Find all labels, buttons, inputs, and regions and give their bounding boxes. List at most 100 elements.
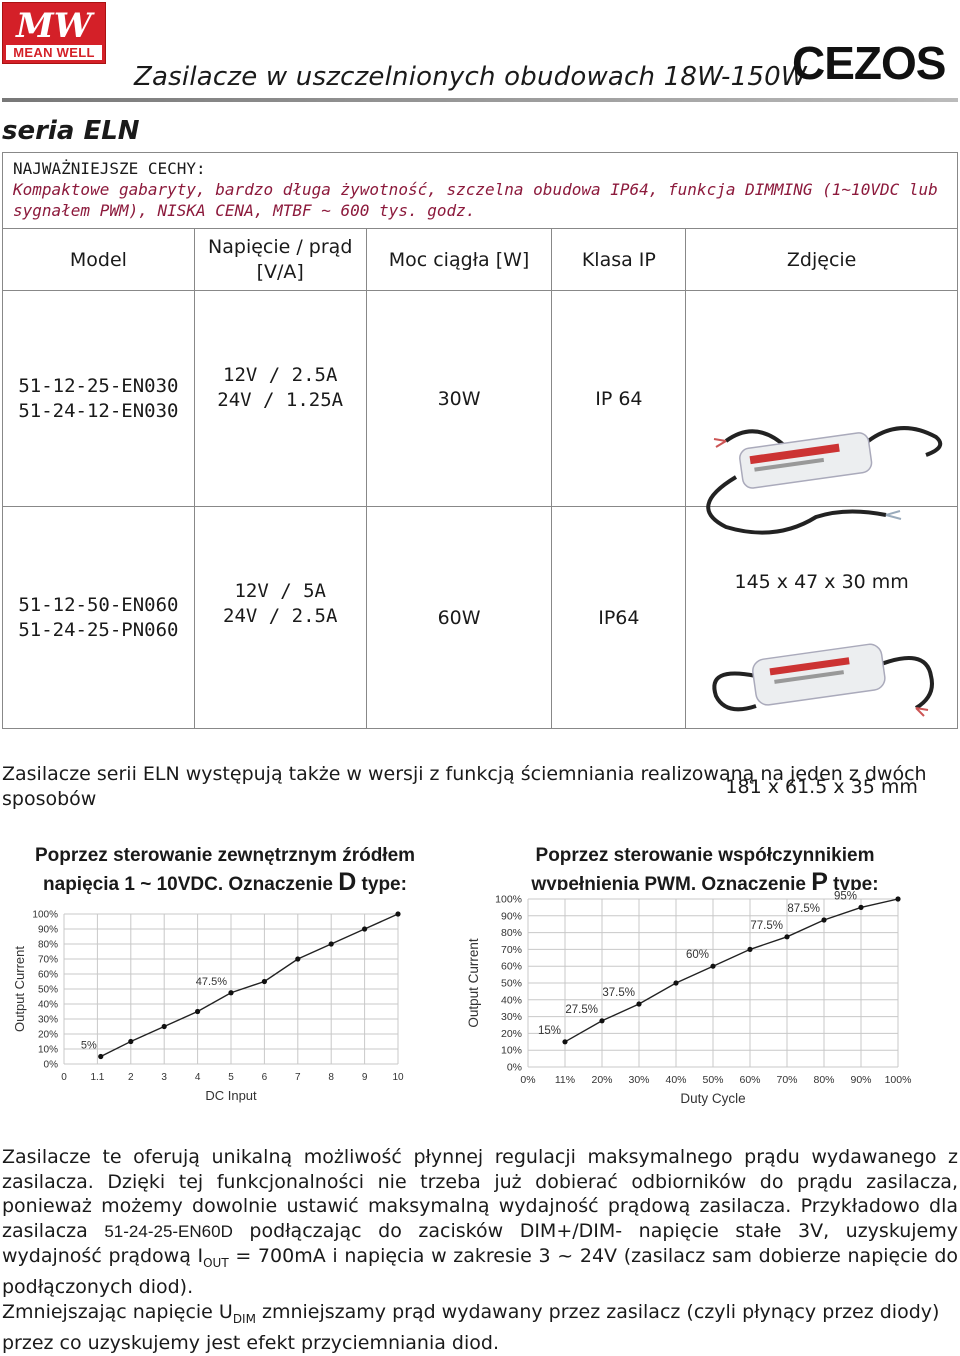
x-tick-label: 80%: [813, 1074, 834, 1086]
y-tick-label: 70%: [501, 944, 522, 956]
y-axis-label: Output Current: [466, 938, 481, 1028]
dimming-intro: Zasilacze serii ELN występują także w we…: [2, 763, 927, 810]
x-tick-label: 4: [195, 1072, 201, 1083]
chart-left-header-letter: D: [338, 868, 357, 896]
ip-cell: IP 64: [551, 290, 687, 507]
chart-right-header-letter: P: [811, 868, 828, 891]
features-label: NAJWAŻNIEJSZE CECHY:: [13, 159, 206, 178]
chart-p-type: 0% 10% 20% 30% 40% 50% 60% 70% 80% 90% 100% 0% 11% 20…: [466, 890, 912, 1106]
table-header-row: Model Napięcie / prąd [V/A] Moc ciągła […: [2, 228, 958, 291]
y-tick-label: 10%: [501, 1045, 522, 1057]
paragraph-2: Zmniejszając napięcie UDIM zmniejszamy p…: [2, 1300, 958, 1356]
model-2: 51-24-25-PN060: [18, 618, 179, 641]
model-2: 51-24-12-EN030: [18, 399, 179, 422]
x-axis-label: Duty Cycle: [680, 1091, 745, 1106]
data-point: [747, 946, 753, 952]
data-point: [673, 980, 679, 986]
power-supply-image: [712, 643, 935, 717]
chart-d-type: 0% 10% 20% 30% 40% 50% 60% 70% 80% 90% 100% 0 1.1 2 3 4…: [12, 910, 404, 1104]
series-line: [100, 913, 399, 1058]
p1-text: Zasilacze te oferują unikalną możliwość …: [2, 1146, 958, 1242]
x-tick-label: 3: [161, 1072, 167, 1083]
header-model: Model: [2, 228, 195, 291]
x-tick-label: 7: [295, 1072, 301, 1083]
data-label: 5%: [81, 1040, 97, 1052]
x-tick-label: 90%: [850, 1074, 871, 1086]
x-tick-label: 1.1: [90, 1072, 104, 1083]
chart-right-header-line1: Poprzez sterowanie współczynnikiem: [535, 845, 875, 866]
p2a-text: Zmniejszając napięcie U: [2, 1300, 233, 1323]
cezos-logo: CEZOS: [792, 37, 946, 89]
x-tick-label: 9: [362, 1072, 368, 1083]
features-box: NAJWAŻNIEJSZE CECHY: Kompaktowe gabaryty…: [2, 152, 958, 228]
x-tick-label: 30%: [628, 1074, 649, 1086]
y-tick-label: 70%: [38, 955, 58, 966]
p1c-text: = 700mA i napięcia w zakresie 3 ~ 24V (z…: [2, 1245, 959, 1299]
y-tick-label: 40%: [501, 994, 522, 1006]
table-row: 51-12-50-EN060 51-24-25-PN060 12V / 5A 2…: [2, 506, 958, 798]
data-point: [636, 1001, 642, 1007]
data-point: [98, 1053, 104, 1060]
vi-1: 12V / 2.5A: [223, 364, 338, 386]
data-point: [195, 1008, 201, 1015]
x-tick-label: 0%: [520, 1074, 535, 1086]
x-tick-label: 50%: [702, 1074, 723, 1086]
photo-cell: 145 x 47 x 30 mm: [685, 290, 958, 593]
photo-cell: 181 x 61.5 x 35 mm: [685, 506, 958, 798]
x-tick-label: 5: [228, 1072, 234, 1083]
data-point: [895, 896, 901, 902]
data-label: 95%: [834, 890, 857, 902]
y-tick-label: 20%: [501, 1028, 522, 1040]
series-line: [564, 898, 899, 1043]
model-cell: 51-12-25-EN030 51-24-12-EN030: [2, 290, 195, 507]
x-tick-label: 20%: [591, 1074, 612, 1086]
y-tick-label: 80%: [38, 940, 58, 951]
y-tick-label: 0%: [44, 1060, 59, 1071]
data-label: 15%: [538, 1025, 561, 1037]
data-point: [161, 1023, 167, 1030]
y-tick-label: 10%: [38, 1045, 58, 1056]
y-tick-label: 40%: [38, 1000, 58, 1011]
chart-right-header-pre: wypełnienia PWM. Oznaczenie: [531, 874, 812, 890]
x-tick-label: 6: [262, 1072, 268, 1083]
vi-cell: 12V / 5A 24V / 2.5A: [193, 506, 367, 729]
vi-cell: 12V / 2.5A 24V / 1.25A: [193, 290, 367, 507]
x-tick-label: 70%: [776, 1074, 797, 1086]
model-cell: 51-12-50-EN060 51-24-25-PN060: [2, 506, 195, 729]
chart-left-header-line2: napięcia 1 ~ 10VDC. Oznaczenie D type:: [20, 869, 430, 898]
power-cell: 60W: [365, 506, 553, 729]
model-1: 51-12-25-EN030: [18, 374, 179, 397]
y-tick-label: 90%: [501, 910, 522, 922]
data-label: 87.5%: [787, 903, 820, 915]
chart-right-header-line2: wypełnienia PWM. Oznaczenie P type:: [500, 868, 910, 891]
chart-left-header-pre: napięcia 1 ~ 10VDC. Oznaczenie: [43, 874, 339, 895]
vi-2: 24V / 1.25A: [217, 389, 344, 411]
header-voltage-current: Napięcie / prąd [V/A]: [193, 228, 367, 291]
data-point: [710, 963, 716, 969]
features-text: Kompaktowe gabaryty, bardzo długa żywotn…: [13, 180, 938, 220]
y-tick-label: 100%: [495, 894, 522, 906]
x-tick-label: 60%: [739, 1074, 760, 1086]
table-row: 51-12-25-EN030 51-24-12-EN030 12V / 2.5A…: [2, 290, 958, 593]
header-photo: Zdjęcie: [685, 228, 958, 291]
meanwell-logo-name: MEAN WELL: [6, 45, 102, 60]
data-point: [599, 1018, 605, 1024]
spec-table: Model Napięcie / prąd [V/A] Moc ciągła […: [2, 228, 958, 798]
y-tick-label: 50%: [38, 985, 58, 996]
header-ip: Klasa IP: [551, 228, 687, 291]
vi-2: 24V / 2.5A: [223, 605, 338, 627]
power-cell: 30W: [365, 290, 553, 507]
y-tick-label: 50%: [501, 978, 522, 990]
power-supply-image: [706, 425, 943, 535]
meanwell-logo-mark: MW: [16, 6, 92, 46]
data-point: [821, 917, 827, 923]
y-tick-label: 80%: [501, 927, 522, 939]
bottom-text: Zasilacze te oferują unikalną możliwość …: [2, 1145, 958, 1356]
example-model: 51-24-25-EN60D: [104, 1221, 233, 1241]
data-label: 47.5%: [196, 976, 227, 988]
y-tick-label: 60%: [501, 961, 522, 973]
header-power: Moc ciągła [W]: [365, 228, 553, 291]
model-1: 51-12-50-EN060: [18, 593, 179, 616]
data-point: [261, 978, 267, 985]
x-tick-label: 100%: [885, 1074, 912, 1086]
